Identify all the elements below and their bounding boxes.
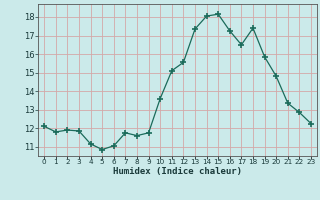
X-axis label: Humidex (Indice chaleur): Humidex (Indice chaleur) [113, 167, 242, 176]
